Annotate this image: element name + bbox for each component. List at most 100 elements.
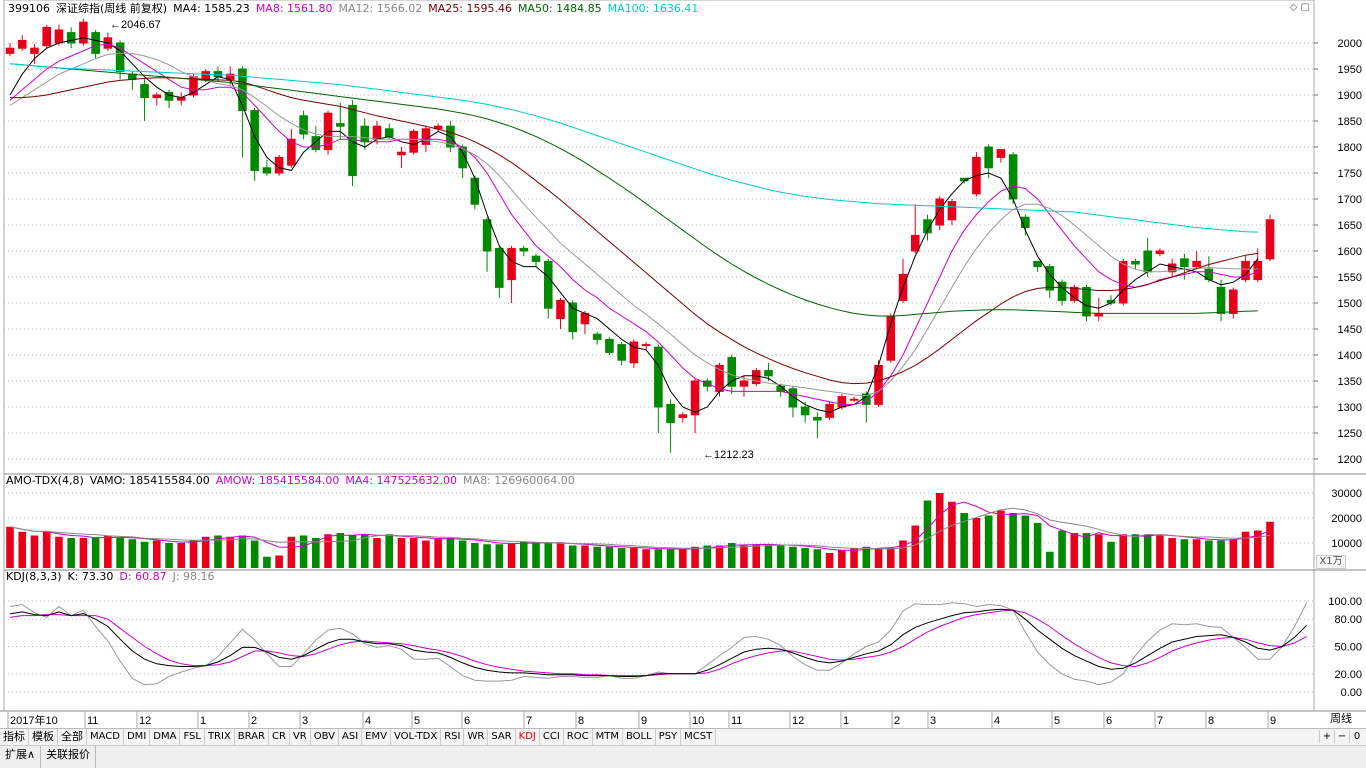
tab-trix[interactable]: TRIX (205, 729, 235, 745)
kdj-d-line (9, 609, 1307, 677)
low-label: ←1212.23 (703, 449, 754, 461)
window-icons[interactable]: ◇ ▢ (1289, 2, 1310, 13)
volume-bar (1192, 539, 1201, 568)
amo-legend: VAMO: 185415584.00 AMOW: 185415584.00 MA4:… (90, 474, 581, 487)
candle-body (311, 136, 321, 151)
candle-body (666, 403, 675, 424)
volume-bar (1107, 541, 1115, 568)
tab-kdj[interactable]: KDJ (516, 729, 540, 745)
volume-bar (862, 546, 871, 568)
tab-macd[interactable]: MACD (87, 729, 124, 745)
tab-模板[interactable]: 模板 (29, 729, 58, 745)
price-axis-label: 2000 (1338, 38, 1362, 50)
tab-dmi[interactable]: DMI (124, 729, 151, 745)
tab-rsi[interactable]: RSI (441, 729, 465, 745)
ma-legend-item-4: MA50: 1484.85 (517, 2, 602, 15)
timeline-label: 10 (692, 715, 704, 727)
timeline-label: 9 (641, 715, 647, 727)
tab-vr[interactable]: VR (290, 729, 311, 745)
tab-fsl[interactable]: FSL (180, 729, 205, 745)
kdj-legend-item-1: D: 60.87 (119, 570, 167, 583)
volume-bar (30, 535, 39, 568)
candle-body (262, 167, 272, 174)
candle-body (556, 299, 565, 320)
kdj-axis-label: 20.00 (1334, 669, 1362, 681)
volume-bar (324, 534, 332, 568)
tab-asi[interactable]: ASI (339, 729, 363, 745)
volume-bar (483, 544, 491, 568)
tab-mtm[interactable]: MTM (593, 729, 623, 745)
timeline-label: 4 (994, 715, 1000, 727)
candle-body (1021, 216, 1030, 229)
volume-axis-label: 30000 (1331, 488, 1362, 500)
volume-bar (519, 541, 528, 568)
volume-bar (422, 540, 430, 568)
tab-wr[interactable]: WR (464, 729, 489, 745)
volume-bar (1217, 540, 1225, 568)
candle-body (727, 357, 737, 387)
volume-bar (752, 544, 761, 568)
zoom-button-0[interactable]: + (1319, 730, 1334, 743)
candle-body (1008, 154, 1018, 200)
timeline-label: 8 (578, 715, 584, 727)
candle-body (507, 247, 516, 281)
candle-body (629, 341, 639, 364)
related-quotes-button[interactable]: 关联报价 (41, 746, 97, 768)
volume-bar (972, 518, 981, 568)
tab-vol-tdx[interactable]: VOL-TDX (391, 729, 442, 745)
tab-emv[interactable]: EMV (362, 729, 391, 745)
candle-body (1253, 260, 1263, 281)
tab-boll[interactable]: BOLL (623, 729, 656, 745)
volume-bar (1046, 551, 1054, 568)
volume-bar (1180, 539, 1189, 568)
candle-body (5, 47, 15, 54)
tab-sar[interactable]: SAR (488, 729, 516, 745)
price-axis-label: 1850 (1338, 116, 1362, 128)
tab-全部[interactable]: 全部 (58, 729, 87, 745)
tab-roc[interactable]: ROC (564, 729, 593, 745)
tab-指标[interactable]: 指标 (0, 729, 29, 745)
zoom-button-2[interactable]: 0 (1349, 730, 1364, 743)
volume-bar (1253, 530, 1262, 568)
candle-body (592, 333, 602, 340)
volume-unit-label: X1万 (1316, 555, 1346, 569)
tab-brar[interactable]: BRAR (235, 729, 269, 745)
tab-cr[interactable]: CR (269, 729, 290, 745)
price-axis-label: 1450 (1338, 324, 1362, 336)
candle-body (42, 26, 51, 47)
volume-bar (189, 540, 198, 568)
volume-axis-label: 20000 (1331, 513, 1362, 525)
kdj-axis-label: 50.00 (1334, 642, 1362, 654)
tab-psy[interactable]: PSY (656, 729, 682, 745)
kdj-header: KDJ(8,3,3) K: 73.30 D: 60.87 J: 98.16 (6, 570, 227, 584)
volume-bar (18, 531, 27, 568)
candle-body (788, 388, 798, 408)
ma50-line (9, 63, 1258, 317)
high-label: ←2046.67 (110, 19, 161, 31)
volume-bar (740, 545, 748, 568)
zoom-button-1[interactable]: − (1334, 730, 1349, 743)
tab-dma[interactable]: DMA (150, 729, 181, 745)
expand-button[interactable]: 扩展∧ (0, 746, 42, 768)
volume-bar (153, 540, 161, 568)
tab-mcst[interactable]: MCST (681, 729, 717, 745)
volume-bar (128, 539, 137, 568)
volume-bar (801, 548, 809, 568)
price-axis-label: 1550 (1338, 272, 1362, 284)
candle-body (421, 128, 431, 145)
volume-bar (336, 533, 345, 568)
volume-bar (605, 546, 614, 568)
candle-body (678, 414, 688, 418)
volume-bar (1241, 531, 1250, 568)
kline-chart-area[interactable]: 2000195019001850180017501700165016001550… (0, 0, 1366, 728)
volume-bar (568, 545, 577, 568)
amo-legend-item-0: VAMO: 185415584.00 (89, 474, 210, 487)
candle-body (409, 130, 418, 153)
price-axis-label: 1350 (1338, 376, 1362, 388)
tab-cci[interactable]: CCI (540, 729, 564, 745)
candle-body (800, 406, 810, 416)
ma25-line (10, 77, 1258, 385)
period-label[interactable]: 周线 (1330, 712, 1352, 725)
volume-bar (409, 538, 418, 568)
tab-obv[interactable]: OBV (311, 729, 339, 745)
